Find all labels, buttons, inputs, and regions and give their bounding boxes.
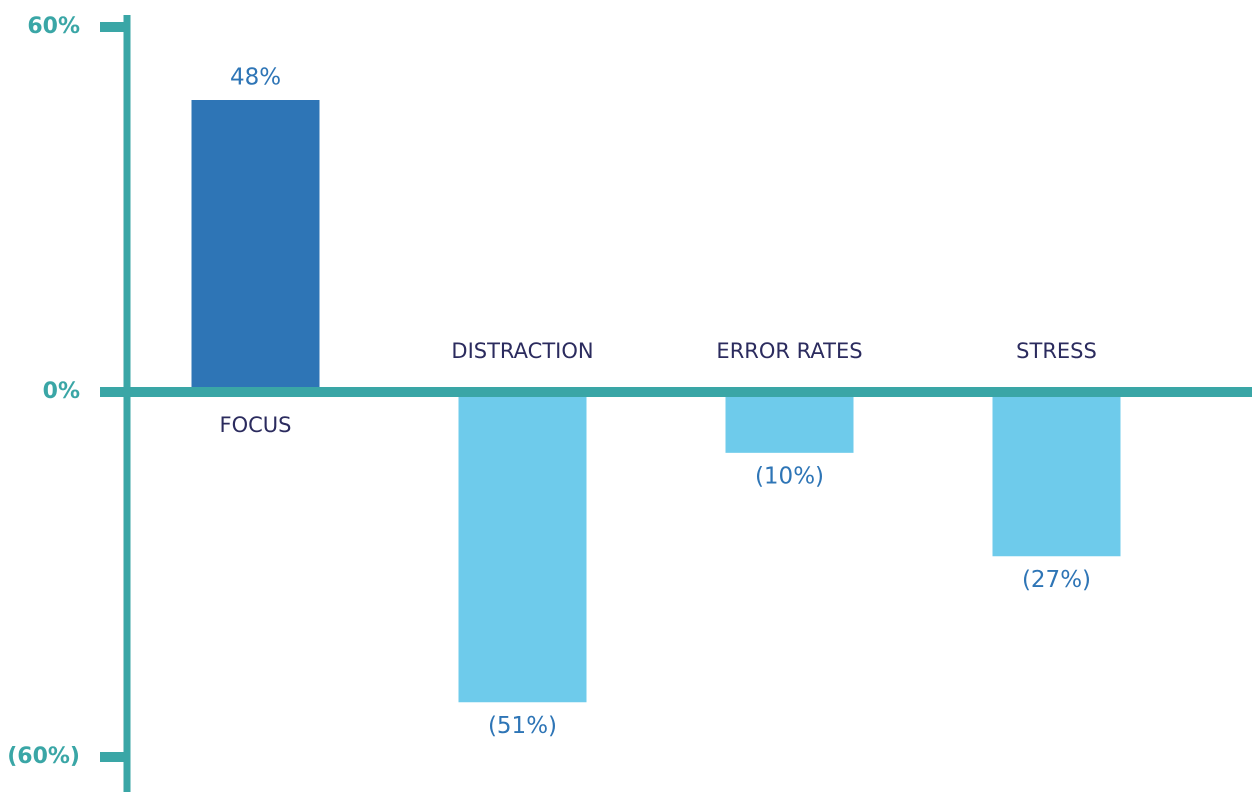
value-label: (10%) (755, 463, 824, 489)
category-label: FOCUS (220, 413, 292, 437)
y-tick-label: 60% (27, 14, 80, 39)
bar (725, 392, 854, 453)
value-label: (27%) (1022, 567, 1091, 593)
category-label: STRESS (1016, 339, 1097, 363)
y-tick-label: 0% (43, 379, 80, 404)
category-label: DISTRACTION (451, 339, 593, 363)
value-label: (51%) (488, 713, 557, 739)
y-tick-label: (60%) (7, 744, 80, 769)
bar (992, 392, 1121, 557)
category-label: ERROR RATES (716, 339, 862, 363)
bar (458, 392, 587, 703)
bar (191, 100, 320, 392)
value-label: 48% (230, 65, 281, 91)
